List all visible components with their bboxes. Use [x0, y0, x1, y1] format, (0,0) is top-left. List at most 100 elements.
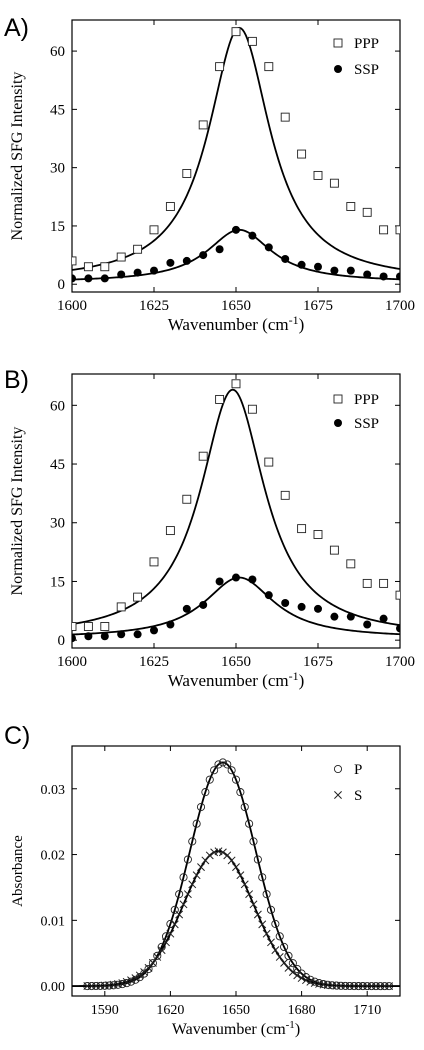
data-point-ssp	[150, 266, 158, 275]
y-tick-label: 45	[50, 102, 65, 118]
data-point-ssp	[346, 612, 355, 621]
data-point-ppp	[247, 36, 257, 46]
x-tick-label: 1590	[91, 1003, 119, 1018]
data-point-s	[227, 856, 236, 865]
x-tick-label: 1600	[57, 654, 87, 670]
fit-line-ppp	[72, 388, 400, 627]
fit-line-p	[72, 761, 400, 988]
data-point-ssp	[248, 231, 257, 240]
data-point-ppp	[116, 602, 126, 612]
data-point-s	[197, 863, 205, 872]
panel-b: B) 1600 1625 1650 1675 1700 0 15 30 45 60 Wavenumbe…	[4, 366, 415, 690]
data-point-ssp	[314, 262, 322, 271]
data-point-ppp	[395, 590, 400, 600]
panel-a: A) 1600 1625 1650 1675 1700 0 15 30 45 60 Wavenumbe…	[4, 14, 415, 334]
data-point-ssp	[330, 612, 339, 621]
x-tick-label: 1620	[156, 1003, 184, 1018]
data-point-ppp	[379, 225, 389, 235]
series-ppp	[72, 26, 400, 272]
data-point-ssp	[84, 274, 93, 283]
data-point-s	[127, 976, 135, 985]
data-point-s	[179, 900, 188, 909]
x-tick-label: 1700	[385, 298, 415, 314]
legend-label-ppp: PPP	[354, 392, 379, 408]
data-point-p	[188, 837, 197, 846]
plot-area	[72, 758, 400, 991]
data-point-s	[232, 863, 240, 872]
data-point-ppp	[133, 244, 143, 254]
x-axis-title: Wavenumber (cm-1)	[168, 669, 305, 690]
data-point-ssp	[84, 632, 93, 641]
data-point-ssp	[100, 274, 109, 283]
data-point-ssp	[72, 634, 76, 643]
x-tick-label: 1680	[288, 1003, 316, 1018]
data-point-s	[183, 890, 192, 899]
data-point-ppp	[395, 225, 400, 235]
data-point-ppp	[362, 207, 372, 217]
data-point-ssp	[133, 268, 142, 277]
data-point-ssp	[100, 632, 109, 641]
data-point-p	[210, 766, 219, 775]
data-point-ppp	[313, 170, 323, 180]
data-point-ppp	[165, 526, 175, 536]
data-point-ssp	[182, 256, 191, 265]
data-point-p	[293, 964, 302, 974]
data-point-p	[284, 951, 293, 960]
data-point-ssp	[117, 630, 126, 639]
data-point-ppp	[231, 379, 241, 389]
data-point-p	[262, 890, 271, 899]
data-point-p	[236, 788, 245, 797]
y-tick-label: 60	[50, 398, 65, 414]
data-point-p	[280, 942, 289, 952]
data-point-ssp	[199, 600, 208, 609]
data-point-ssp	[363, 620, 372, 629]
data-point-s	[153, 953, 162, 961]
data-point-s	[245, 890, 254, 899]
data-point-ssp	[363, 270, 372, 279]
data-point-s	[236, 871, 245, 880]
data-point-s	[118, 979, 127, 988]
data-point-ssp	[330, 266, 339, 275]
data-point-s	[205, 851, 214, 860]
x-tick-label: 1625	[139, 298, 169, 314]
y-tick-label: 45	[50, 457, 65, 473]
data-point-ppp	[280, 490, 290, 500]
data-point-ssp	[396, 272, 400, 281]
data-point-ppp	[198, 120, 208, 130]
data-point-p	[183, 855, 192, 864]
data-point-ssp	[199, 251, 208, 260]
data-point-ppp	[297, 149, 307, 159]
x-tick-label: 1675	[303, 298, 333, 314]
data-point-ppp	[313, 530, 323, 539]
data-point-p	[249, 837, 258, 846]
data-point-s	[271, 946, 280, 955]
y-tick-label: 0.02	[41, 849, 66, 864]
data-point-ppp	[280, 112, 290, 122]
plot-area	[72, 379, 400, 643]
data-point-s	[258, 920, 267, 929]
data-point-p	[140, 969, 149, 978]
series-ppp	[72, 379, 400, 631]
y-tick-label: 0.01	[41, 914, 66, 929]
legend-marker-s	[334, 791, 342, 799]
x-axis-title-sup: -1	[289, 669, 299, 683]
data-point-ppp	[182, 169, 192, 178]
fit-line-s	[72, 850, 400, 988]
data-point-ssp	[215, 245, 224, 254]
x-axis-title-sup: -1	[286, 1019, 295, 1031]
x-axis-title-sup: -1	[289, 313, 299, 327]
data-point-s	[166, 929, 175, 938]
legend: PS	[333, 762, 362, 804]
data-point-s	[306, 977, 315, 986]
data-point-ppp	[100, 622, 110, 631]
data-point-ppp	[165, 202, 175, 211]
legend-marker-ssp	[334, 419, 342, 427]
data-point-ssp	[166, 620, 175, 629]
data-point-p	[214, 760, 223, 769]
data-point-s	[175, 910, 184, 919]
data-point-ssp	[379, 272, 388, 281]
data-point-ssp	[346, 266, 355, 275]
panel-c: C) 1590 1620 1650 1680 1710 0.00 0.01 0.02 0.03 Wa…	[4, 722, 401, 1038]
data-point-p	[196, 802, 206, 812]
x-tick-label: 1650	[221, 654, 251, 670]
